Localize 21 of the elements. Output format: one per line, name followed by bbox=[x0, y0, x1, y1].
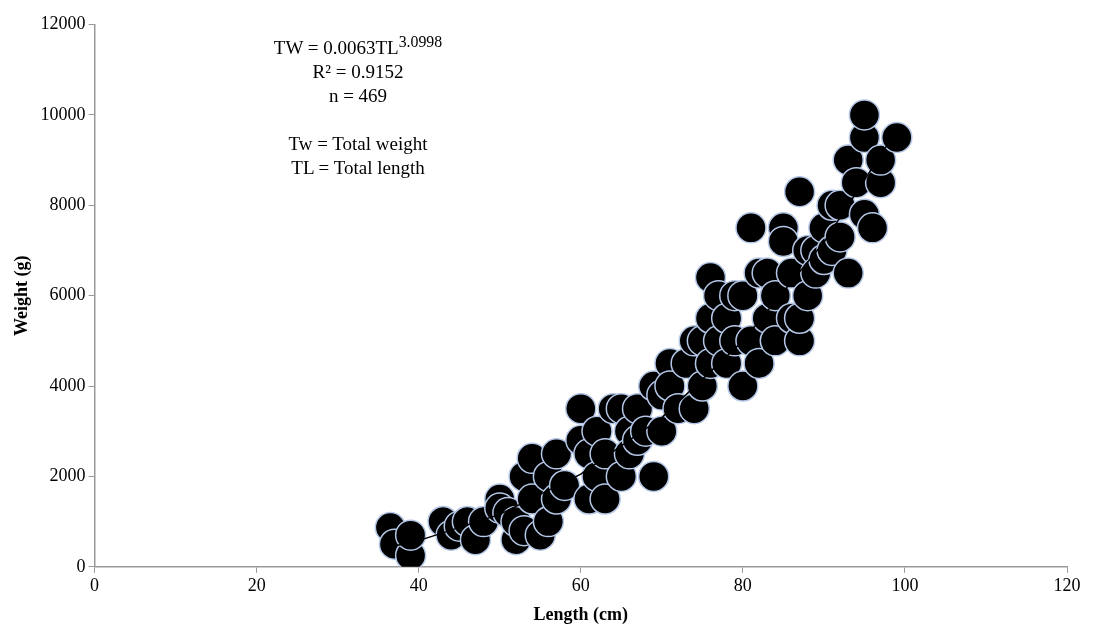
y-tick-label: 10000 bbox=[40, 103, 86, 124]
x-axis-title: Length (cm) bbox=[533, 603, 629, 625]
y-tick-label: 12000 bbox=[40, 13, 86, 34]
annotation: TW = 0.0063TL$^{3.0998}$ bbox=[272, 32, 444, 61]
annotation: Tw = Total weight bbox=[287, 132, 429, 157]
x-tick-label: 20 bbox=[247, 575, 266, 596]
x-tick-label: 0 bbox=[90, 575, 100, 596]
annotation: n = 469 bbox=[327, 84, 389, 109]
y-tick-label: 2000 bbox=[49, 465, 86, 486]
x-tick-label: 120 bbox=[1053, 575, 1081, 596]
y-tick-label: 8000 bbox=[49, 194, 86, 214]
x-tick-label: 80 bbox=[733, 575, 752, 596]
annotation: R² = 0.9152 bbox=[311, 60, 405, 85]
annotation: TL = Total length bbox=[290, 156, 426, 181]
y-tick-label: 4000 bbox=[49, 374, 86, 395]
y-tick-label: 6000 bbox=[49, 284, 86, 305]
y-axis-title: Weight (g) bbox=[11, 255, 33, 336]
y-tick-label: 0 bbox=[76, 555, 86, 576]
x-tick-label: 60 bbox=[571, 575, 590, 596]
x-tick-label: 100 bbox=[891, 575, 919, 596]
x-tick-label: 40 bbox=[409, 575, 428, 596]
